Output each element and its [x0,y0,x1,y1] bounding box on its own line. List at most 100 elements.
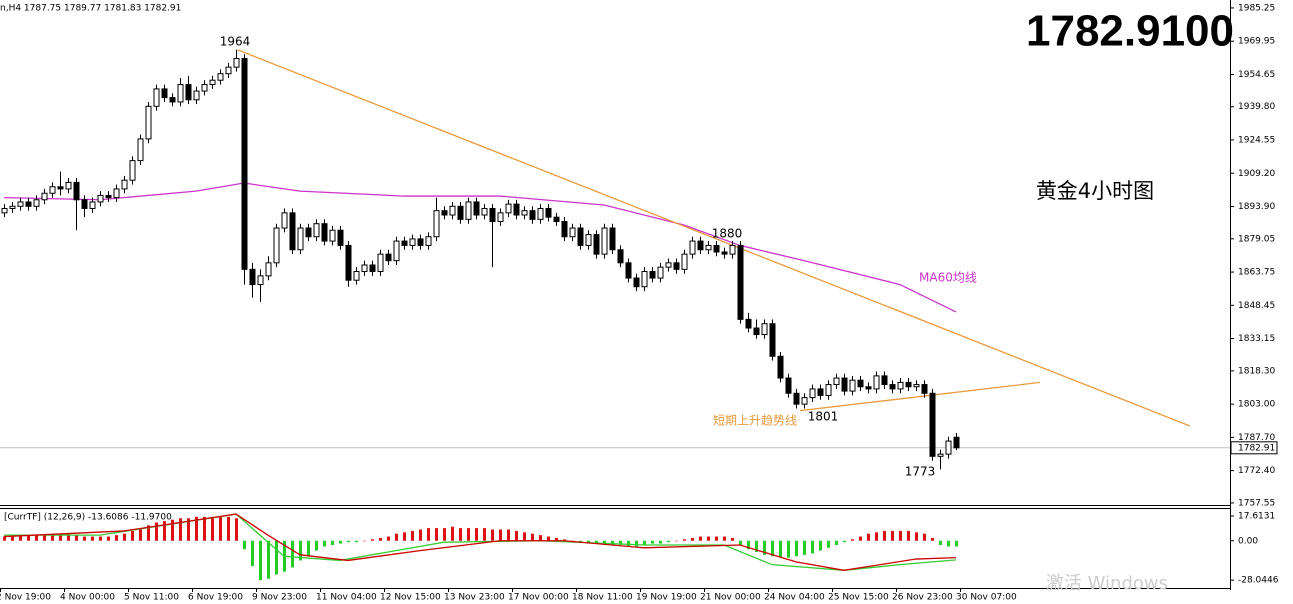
macd-bar [331,540,334,545]
macd-bar [755,540,758,553]
annotation: 1880 [712,227,743,241]
candle-body [1,207,8,214]
macd-bar [675,540,678,542]
candle-body [289,212,296,251]
x-tick-label: 21 Nov 00:00 [700,593,761,603]
macd-bar [139,528,142,541]
candle-body [369,264,376,273]
y-tick-label: 1848.45 [1238,301,1275,311]
macd-bar [59,533,62,541]
candle-body [657,266,664,279]
candle-body [257,275,264,286]
candle-body [921,384,928,394]
macd-bar [659,540,662,544]
macd-bar [835,540,838,545]
candle-body [753,327,760,336]
candle-body [681,253,688,270]
candle-body [881,375,888,386]
y-tick-label: 1969.95 [1238,37,1275,47]
candle-body [745,318,752,329]
candle-body [425,236,432,246]
candle-body [505,203,512,214]
macd-bar [795,540,798,557]
macd-y-tick-label: -28.0446 [1238,576,1279,586]
candle-body [297,227,304,251]
candle-body [513,203,520,216]
macd-bar [867,533,870,541]
macd-bar [195,516,198,541]
candle-body [889,384,896,390]
macd-bar [371,539,374,541]
macd-bar [891,530,894,541]
macd-bar [51,533,54,541]
candle-body [169,97,176,103]
macd-bar [939,540,942,545]
candle-body [905,381,912,388]
macd-bar [427,528,430,541]
candle-body [17,201,24,207]
macd-bar [651,540,654,544]
candle-body [177,84,184,103]
macd-bar [83,536,86,541]
macd-bar [307,540,310,557]
macd-bar [851,539,854,541]
macd-bar [19,535,22,541]
candle-body [465,201,472,220]
x-tick-label: 18 Nov 11:00 [572,593,633,603]
candle-body [193,90,200,101]
x-tick-label: 24 Nov 04:00 [764,593,825,603]
macd-bar [555,537,558,541]
macd-bar [931,537,934,541]
candle-body [833,377,840,386]
annotation: 1801 [808,410,839,424]
trend-line [799,381,1041,412]
candle-body [129,160,136,181]
macd-bar [739,540,742,545]
candle-body [785,377,792,394]
candle-body [865,386,872,390]
y-tick-label: 1772.40 [1238,466,1275,476]
candle-body [345,244,352,281]
candle-body [329,229,336,242]
macd-bar [915,532,918,541]
candle-body [937,453,944,457]
macd-bar [395,533,398,541]
macd-bar [883,530,886,541]
chart-title: 黄金4小时图 [1036,179,1154,203]
macd-bar [619,540,622,545]
macd-bar [75,535,78,541]
x-tick-label: 12 Nov 15:00 [380,593,441,603]
macd-bar [243,540,246,550]
macd-bar [627,540,630,547]
candle-body [401,240,408,246]
candle-body [209,79,216,86]
macd-bar [171,519,174,541]
candle-body [377,253,384,273]
candle-body [521,210,528,216]
candle-body [809,388,816,399]
candle-body [913,384,920,388]
macd-bar [451,526,454,541]
candle-body [713,244,720,253]
macd-bar [251,540,254,567]
y-tick-label: 1939.80 [1238,102,1275,112]
candle-body [497,212,504,223]
candle-body [929,392,936,457]
macd-bar [467,528,470,541]
candle-body [801,397,808,405]
candle-body [433,210,440,238]
macd-bar [699,536,702,541]
macd-bar [523,532,526,541]
macd-bar [747,540,750,550]
candle-body [241,57,248,270]
macd-bar [947,540,950,547]
candle-body [737,244,744,320]
macd-bar [475,528,478,541]
macd-bar [315,540,318,551]
candle-body [617,249,624,264]
x-tick-label: 9 Nov 23:00 [252,593,307,603]
candle-body [489,207,496,223]
macd-bar [539,535,542,541]
macd-bar [259,540,262,581]
candle-body [25,201,32,207]
